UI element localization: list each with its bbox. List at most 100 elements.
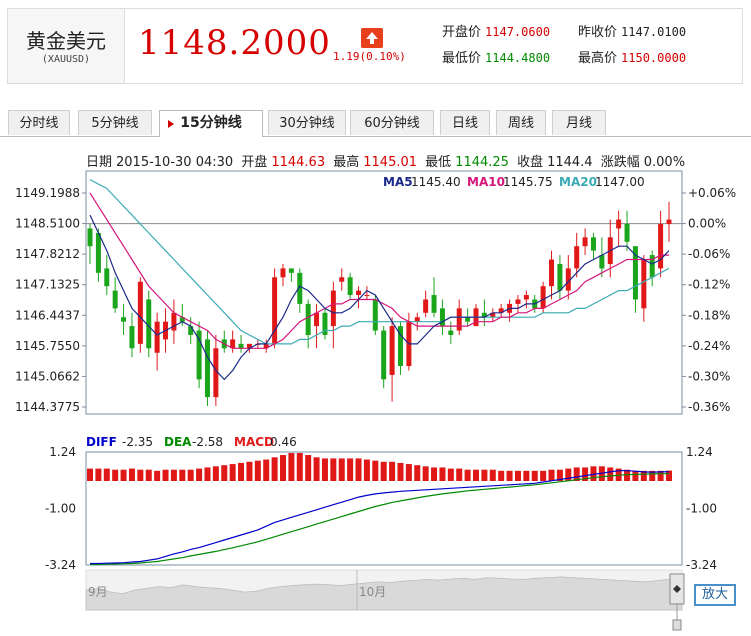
tab-timeshare[interactable]: 分时线 — [8, 110, 70, 135]
ma-legend-value: 1145.40 — [411, 175, 461, 189]
candle-body — [87, 228, 93, 247]
open-label: 开盘 — [241, 155, 268, 170]
navigator-area — [85, 576, 683, 611]
tab-60min[interactable]: 60分钟线 — [350, 110, 434, 135]
candle-body — [632, 246, 638, 300]
macd-bar — [456, 468, 463, 481]
candle-body — [330, 290, 336, 327]
macd-bar — [372, 460, 379, 481]
macd-bar — [221, 465, 228, 481]
macd-bar — [473, 469, 479, 481]
macd-bar — [464, 469, 471, 481]
candle-body — [129, 326, 135, 349]
close-label: 收盘 — [517, 155, 544, 170]
tab-30min[interactable]: 30分钟线 — [268, 110, 346, 135]
open-label: 开盘价 — [442, 25, 482, 40]
high-value: 1145.01 — [363, 155, 418, 170]
candle-body — [389, 326, 395, 375]
zoom-button[interactable]: 放大 — [694, 584, 736, 606]
low-value: 1144.4800 — [485, 51, 551, 65]
macd-y-tick-label-right: -1.00 — [686, 502, 717, 516]
macd-bar — [212, 466, 219, 481]
macd-bar — [590, 466, 597, 481]
y-tick-label-right: -0.06% — [688, 247, 730, 261]
candle-body — [288, 268, 294, 273]
low-label: 最低 — [425, 155, 452, 170]
macd-y-tick-label: -3.24 — [45, 558, 76, 572]
macd-bar — [640, 470, 647, 481]
handle-left-arrow-icon — [673, 585, 677, 593]
tab-monthly[interactable]: 月线 — [552, 110, 606, 135]
tab-daily[interactable]: 日线 — [440, 110, 490, 135]
candle-body — [230, 339, 236, 349]
tab-5min[interactable]: 5分钟线 — [78, 110, 152, 135]
macd-y-tick-label: -1.00 — [45, 502, 76, 516]
candle-body — [246, 343, 252, 349]
high-value: 1150.0000 — [621, 51, 687, 65]
macd-bar — [540, 470, 547, 481]
y-tick-label: 1149.1988 — [15, 186, 80, 200]
macd-bar — [624, 469, 631, 481]
macd-y-tick-label-right: 1.24 — [686, 445, 713, 459]
candle-body — [213, 348, 219, 398]
handle-grip — [672, 619, 682, 631]
low-label: 最低价 — [442, 51, 482, 66]
change-label: 涨跌幅 — [600, 155, 640, 170]
macd-bar — [95, 468, 102, 481]
candle-body — [263, 343, 269, 349]
candle-body — [557, 263, 563, 291]
candle-body — [121, 317, 127, 322]
period-tabs: 分时线 5分钟线 15分钟线 30分钟线 60分钟线 日线 周线 月线 — [0, 110, 751, 137]
candle-body — [146, 299, 152, 349]
candle-body — [590, 237, 596, 251]
macd-bar — [137, 469, 144, 481]
macd-bar — [439, 467, 446, 481]
navigator-label-sep: 9月 — [88, 585, 108, 599]
candle-body — [188, 326, 194, 335]
ma-legend-name: MA20 — [559, 175, 597, 189]
low-price: 最低价 1144.4800 — [442, 47, 550, 66]
macd-bar — [120, 469, 127, 481]
candle-body — [414, 317, 420, 322]
candle-info-strip: 日期 2015-10-30 04:30 开盘 1144.63 最高 1145.01 最… — [86, 151, 689, 170]
macd-bar — [514, 470, 521, 481]
macd-bar — [330, 458, 337, 481]
candle-body — [297, 272, 303, 304]
candle-body — [137, 281, 143, 344]
high-price: 最高价 1150.0000 — [578, 47, 686, 66]
low-value: 1144.25 — [455, 155, 509, 170]
macd-bar — [548, 469, 555, 481]
macd-bar — [582, 467, 589, 481]
tab-weekly[interactable]: 周线 — [496, 110, 546, 135]
candle-body — [490, 312, 496, 318]
macd-bar — [657, 470, 664, 481]
instrument-box: 黄金美元 (XAUUSD) — [7, 8, 125, 84]
macd-bar — [187, 469, 194, 481]
dea-line — [90, 473, 669, 566]
macd-bar — [238, 462, 245, 481]
candle-body — [280, 268, 286, 278]
prev-close-label: 昨收价 — [578, 25, 618, 40]
candle-body — [322, 312, 328, 335]
y-tick-label: 1146.4437 — [15, 308, 80, 322]
y-tick-label: 1147.1325 — [15, 278, 80, 292]
candle-body — [204, 339, 210, 398]
macd-bar — [112, 469, 119, 481]
navigator-handle[interactable] — [669, 573, 685, 631]
open-value: 1144.63 — [271, 155, 326, 170]
instrument-name: 黄金美元 — [26, 29, 106, 53]
candle-body — [540, 286, 546, 309]
candle-body — [666, 219, 672, 225]
macd-bar — [204, 467, 211, 481]
candle-body — [456, 308, 462, 331]
macd-legend-name: DIFF — [86, 435, 117, 449]
diff-line — [90, 470, 670, 565]
macd-bar — [531, 470, 538, 481]
candle-body — [95, 232, 101, 273]
y-tick-label-right: -0.24% — [688, 339, 730, 353]
change-value: 0.00% — [643, 155, 686, 170]
tab-15min[interactable]: 15分钟线 — [159, 110, 263, 137]
candle-body — [339, 277, 345, 282]
candle-body — [397, 326, 403, 367]
